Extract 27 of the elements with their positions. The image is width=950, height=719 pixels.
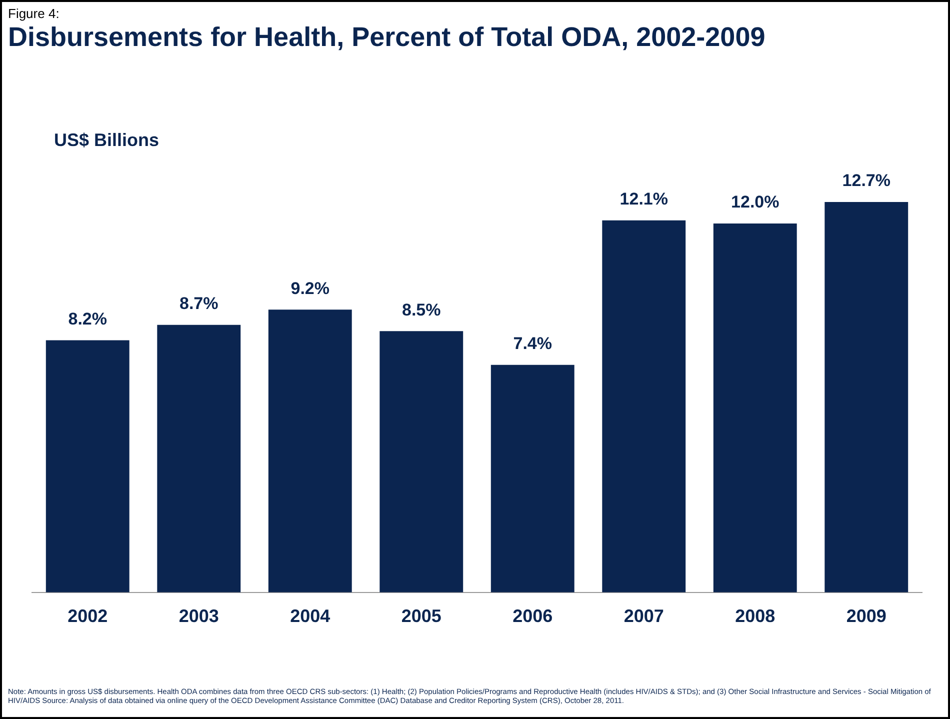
bar — [380, 331, 464, 592]
x-tick-label: 2005 — [401, 606, 442, 626]
x-tick-label: 2009 — [846, 606, 886, 626]
bar — [824, 202, 908, 592]
data-label: 8.5% — [402, 300, 441, 320]
x-tick-label: 2003 — [178, 606, 219, 626]
y-axis-title: US$ Billions — [54, 130, 160, 151]
bar — [602, 220, 686, 592]
data-label: 9.2% — [290, 278, 330, 298]
chart-subtitle: Figure 4: — [8, 6, 60, 21]
x-tick-label: 2004 — [290, 606, 330, 626]
chart-title: Disbursements for Health, Percent of Total ODA, 2002-2009 — [8, 22, 766, 53]
bar — [157, 324, 241, 592]
data-label: 8.2% — [68, 309, 107, 328]
x-tick-label: 2007 — [624, 606, 664, 626]
bar — [268, 310, 352, 592]
x-tick-label: 2008 — [735, 606, 776, 626]
data-label: 12.7% — [842, 171, 890, 190]
data-label: 7.4% — [513, 334, 552, 354]
bar — [490, 364, 574, 592]
x-tick-label: 2002 — [68, 606, 108, 626]
x-tick-label: 2006 — [512, 606, 553, 626]
data-label: 12.0% — [731, 192, 780, 212]
bar — [713, 223, 797, 592]
bar — [46, 340, 130, 592]
data-label: 12.1% — [620, 190, 668, 209]
data-label: 8.7% — [180, 294, 218, 314]
